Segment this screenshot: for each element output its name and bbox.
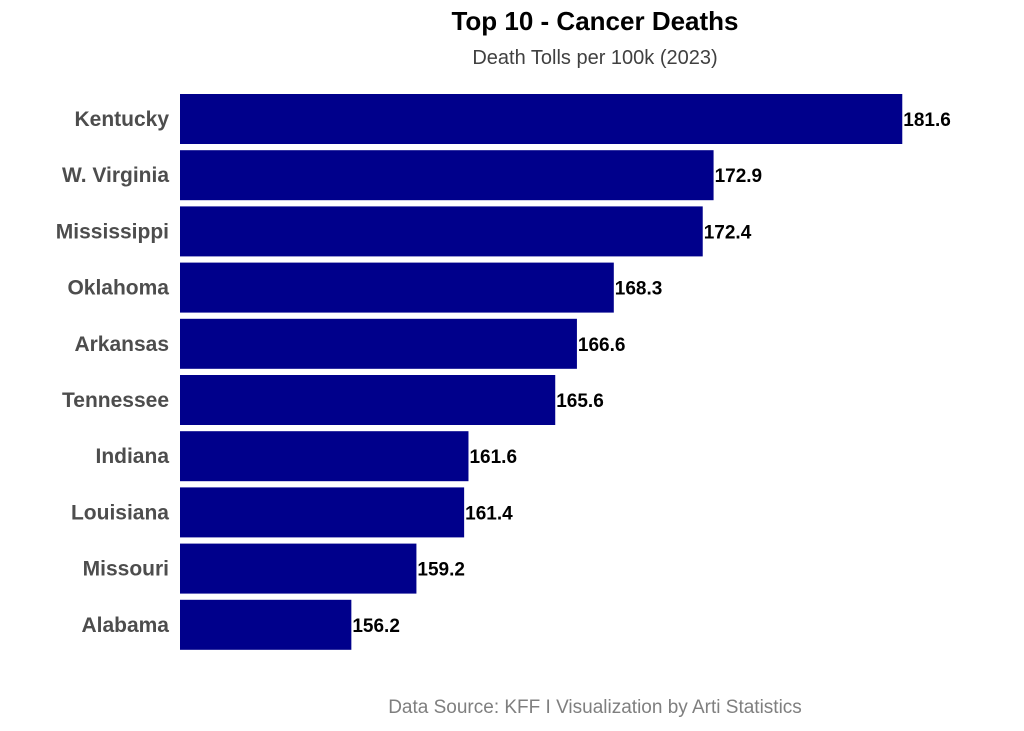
value-label: 172.9	[715, 166, 763, 187]
bar-louisiana	[180, 487, 465, 538]
value-labels-group: 181.6 172.9 172.4 168.3 166.6 165.6 161.6 161.4…	[352, 110, 950, 637]
chart-title: Top 10 - Cancer Deaths	[451, 6, 739, 36]
value-label: 166.6	[578, 335, 626, 356]
category-label: Arkansas	[74, 333, 169, 356]
bar-kentucky	[180, 94, 903, 144]
bar-oklahoma	[180, 262, 614, 313]
bar-missouri	[180, 543, 417, 594]
category-label: Oklahoma	[67, 277, 169, 300]
category-label: Mississippi	[56, 220, 169, 243]
category-label: Indiana	[95, 445, 169, 468]
bar-indiana	[180, 431, 469, 482]
bars-group	[180, 94, 903, 650]
value-label: 161.4	[465, 503, 513, 524]
bar-arkansas	[180, 318, 577, 369]
category-labels-group: Kentucky W. Virginia Mississippi Oklahoma Ar…	[56, 108, 170, 637]
category-label: Louisiana	[71, 501, 169, 524]
value-label: 156.2	[352, 616, 400, 637]
value-label: 168.3	[615, 279, 663, 300]
category-label: Missouri	[83, 558, 169, 581]
category-label: W. Virginia	[62, 164, 169, 187]
bar-w-virginia	[180, 150, 714, 201]
bar-mississippi	[180, 206, 703, 257]
bar-tennessee	[180, 375, 556, 425]
category-label: Alabama	[81, 614, 169, 637]
category-label: Kentucky	[74, 108, 169, 131]
chart-caption: Data Source: KFF I Visualization by Arti…	[388, 697, 802, 718]
category-label: Tennessee	[62, 389, 169, 412]
value-label: 165.6	[556, 391, 604, 412]
value-label: 159.2	[417, 560, 465, 581]
chart-subtitle: Death Tolls per 100k (2023)	[472, 47, 718, 69]
bar-alabama	[180, 599, 352, 650]
value-label: 161.6	[469, 447, 517, 468]
value-label: 172.4	[704, 222, 752, 243]
value-label: 181.6	[903, 110, 951, 131]
